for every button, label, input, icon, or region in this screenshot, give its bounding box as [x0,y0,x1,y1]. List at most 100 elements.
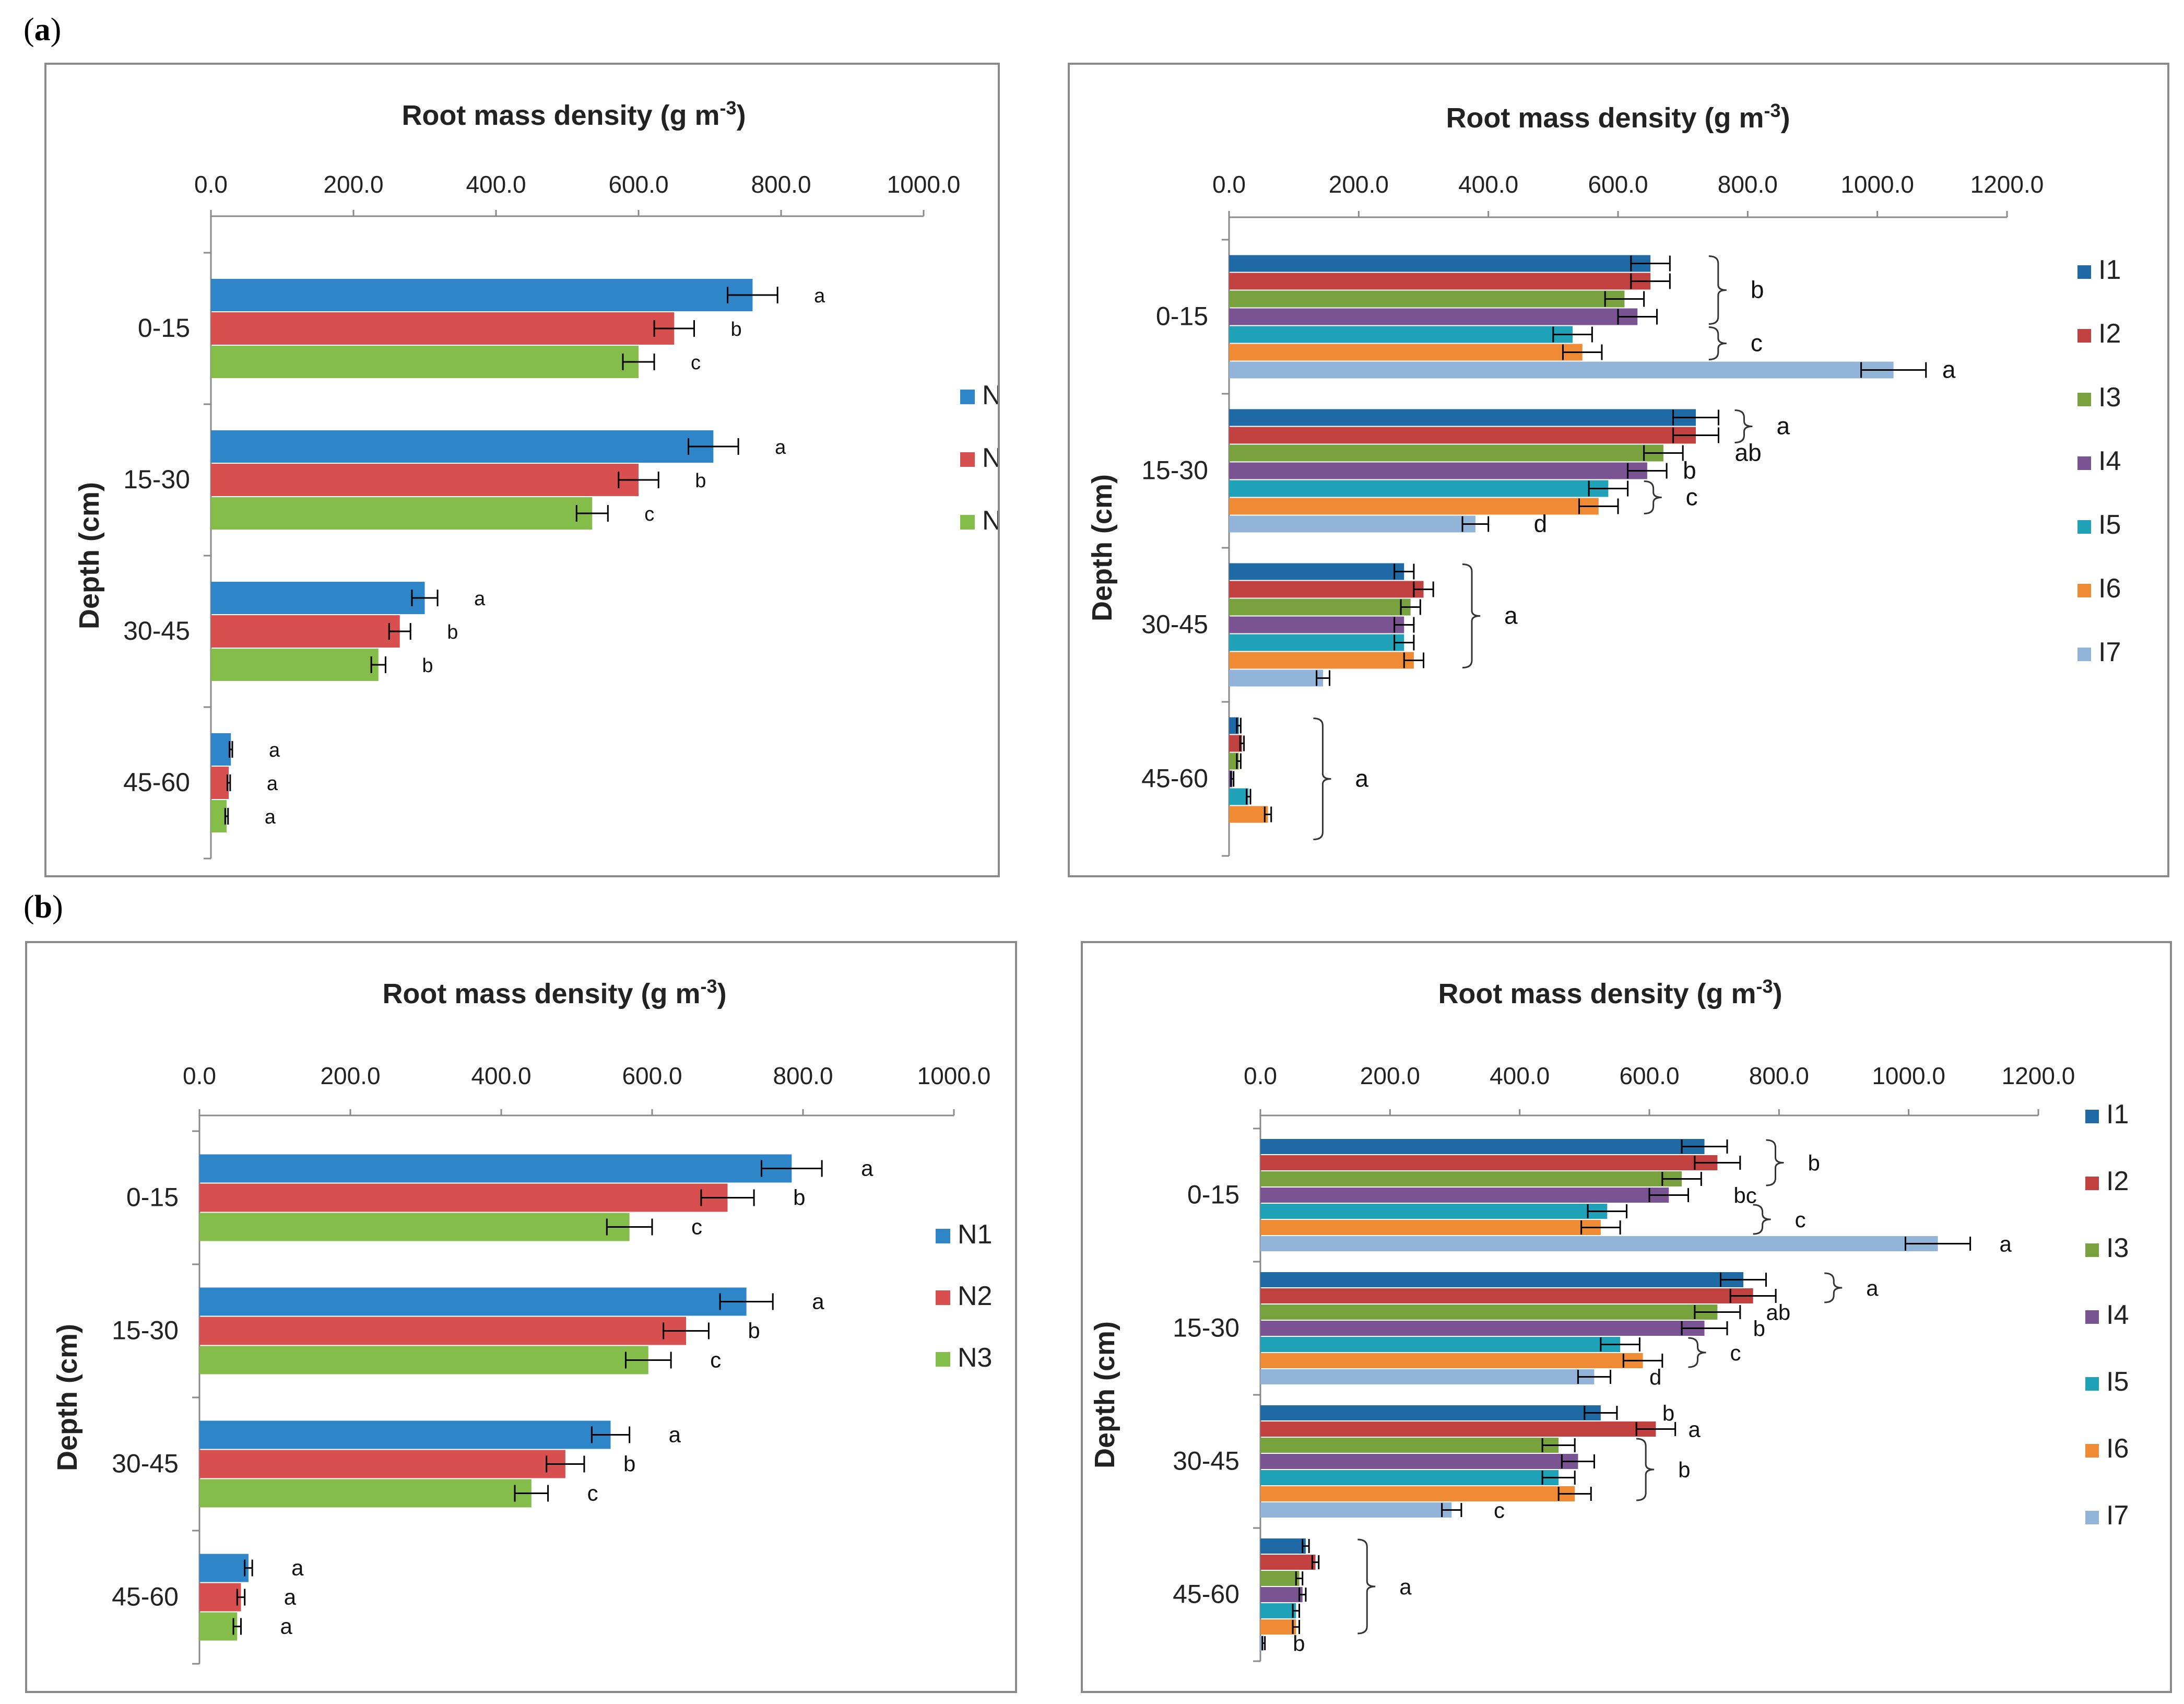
panel-label-open: ( [23,12,34,48]
legend-swatch-i4 [2085,1310,2099,1324]
significance-letter: c [1730,1341,1741,1365]
legend-label-i3: I3 [2106,1233,2129,1263]
chart-title-end: ) [737,100,746,131]
bar-i2 [1260,1555,1316,1570]
bar-i2 [1229,581,1424,598]
legend-swatch-i7 [2077,648,2091,661]
panel-label-close: ) [52,889,63,925]
legend-swatch-i2 [2085,1177,2099,1190]
significance-letter: a [812,1289,824,1314]
significance-letter: a [280,1614,292,1639]
significance-letter: a [2000,1232,2012,1256]
significance-letter: a [265,806,276,828]
legend-label-i1: I1 [2106,1099,2129,1130]
legend-swatch-n3 [960,515,975,530]
significance-letter: a [861,1156,873,1181]
bracket-annotation [1753,1204,1771,1235]
legend-label-n3: N3 [982,506,998,536]
chart-title-main: Root mass density (g m [1446,102,1764,134]
bar-n2 [211,615,400,648]
bracket-annotation [1462,563,1481,668]
bar-i1 [1229,255,1651,272]
bracket-annotation [1734,409,1753,443]
legend-label-i1: I1 [2098,255,2121,285]
y-axis-label: Depth (cm) [74,482,105,629]
bar-i2 [1260,1288,1753,1303]
legend-swatch-i3 [2077,393,2091,406]
significance-letter: a [1689,1417,1701,1442]
legend-swatch-i2 [2077,329,2091,343]
legend-swatch-i7 [2085,1511,2099,1524]
panel-letter: b [34,889,53,925]
chart-title: Root mass density (g m-3) [402,97,746,132]
significance-letter: b [447,621,458,643]
x-tick-label: 200.0 [1329,171,1389,198]
x-tick-label: 400.0 [1458,171,1518,198]
bar-n1 [199,1554,249,1582]
bar-n2 [199,1450,565,1478]
significance-letter: a [1777,413,1790,440]
chart-title: Root mass density (g m-3) [1438,976,1782,1010]
chart-title-superscript: -3 [720,97,737,119]
chart-title: Root mass density (g m-3) [1446,100,1790,134]
significance-letter: b [1753,1317,1765,1341]
significance-letter: c [1686,484,1698,511]
bar-n1 [211,733,231,766]
chart-title-end: ) [717,978,727,1009]
chart-title-end: ) [1781,102,1790,134]
significance-letter: b [1293,1631,1305,1656]
bar-i5 [1229,634,1404,651]
bar-i1 [1229,563,1404,580]
x-tick-label: 0.0 [1212,171,1246,198]
category-label: 30-45 [123,616,190,645]
significance-letter: c [691,1215,702,1239]
x-tick-label: 800.0 [751,171,811,198]
x-tick-label: 200.0 [323,171,383,198]
bar-i1 [1260,1405,1601,1420]
significance-letter: b [1662,1401,1674,1426]
bracket-annotation [1636,1438,1655,1501]
bar-i4 [1260,1188,1669,1203]
significance-letter: c [1751,330,1763,357]
bar-i7 [1229,361,1894,379]
bar-i6 [1260,1220,1601,1235]
panel-label-b: (b) [23,889,63,926]
bracket-annotation [1824,1272,1843,1303]
bar-i6 [1229,652,1414,669]
bracket-annotation [1313,718,1331,840]
significance-letter: a [269,739,280,761]
bar-i4 [1229,462,1647,479]
bar-n3 [211,649,379,681]
significance-letter: b [730,319,741,340]
category-label: 0-15 [1156,302,1208,331]
category-label: 15-30 [1173,1313,1239,1343]
chart-title-superscript: -3 [1756,976,1773,997]
significance-letter: a [669,1423,681,1447]
significance-letter: a [1504,602,1518,629]
bar-i7 [1260,1502,1452,1518]
x-tick-label: 600.0 [1588,171,1648,198]
chart-b-left: Root mass density (g m-3) Depth (cm) 0.0 20… [25,941,1017,1693]
category-label: 45-60 [1141,764,1208,793]
bar-n1 [211,279,753,311]
significance-letter: b [623,1452,635,1476]
bar-i7 [1260,1236,1938,1251]
legend-label-n1: N1 [982,380,998,410]
legend-label-i4: I4 [2106,1300,2129,1330]
bar-n3 [199,1612,238,1641]
category-label: 30-45 [1141,610,1208,639]
chart-title: Root mass density (g m-3) [382,976,726,1010]
significance-letter: c [587,1481,598,1506]
x-tick-label: 0.0 [1244,1062,1277,1089]
bar-n3 [211,497,593,530]
significance-letter: b [1808,1151,1820,1176]
x-tick-label: 1000.0 [1840,171,1914,198]
bar-i6 [1229,344,1583,361]
chart-title-main: Root mass density (g m [402,100,719,131]
x-tick-label: 200.0 [1360,1062,1420,1089]
x-tick-label: 400.0 [471,1062,531,1089]
significance-letter: b [1678,1458,1690,1482]
significance-letter: a [1399,1574,1412,1599]
legend-swatch-i5 [2085,1377,2099,1391]
bar-i2 [1229,273,1651,290]
